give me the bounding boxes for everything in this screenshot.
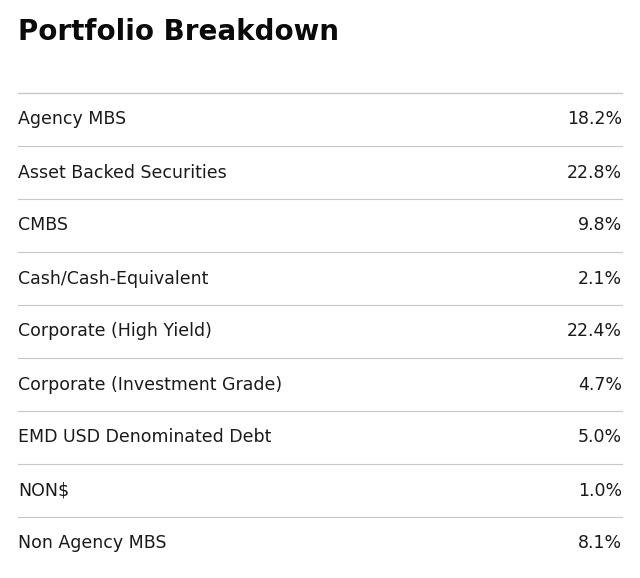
Text: Non Agency MBS: Non Agency MBS (18, 535, 166, 553)
Text: 5.0%: 5.0% (578, 428, 622, 446)
Text: Cash/Cash-Equivalent: Cash/Cash-Equivalent (18, 269, 209, 287)
Text: 4.7%: 4.7% (578, 376, 622, 394)
Text: 2.1%: 2.1% (578, 269, 622, 287)
Text: 9.8%: 9.8% (578, 217, 622, 235)
Text: EMD USD Denominated Debt: EMD USD Denominated Debt (18, 428, 271, 446)
Text: Asset Backed Securities: Asset Backed Securities (18, 164, 227, 181)
Text: 18.2%: 18.2% (567, 110, 622, 128)
Text: Portfolio Breakdown: Portfolio Breakdown (18, 18, 339, 46)
Text: Agency MBS: Agency MBS (18, 110, 126, 128)
Text: 1.0%: 1.0% (578, 481, 622, 499)
Text: NON$: NON$ (18, 481, 69, 499)
Text: 22.8%: 22.8% (567, 164, 622, 181)
Text: 8.1%: 8.1% (578, 535, 622, 553)
Text: Corporate (High Yield): Corporate (High Yield) (18, 323, 212, 340)
Text: 22.4%: 22.4% (567, 323, 622, 340)
Text: CMBS: CMBS (18, 217, 68, 235)
Text: Corporate (Investment Grade): Corporate (Investment Grade) (18, 376, 282, 394)
